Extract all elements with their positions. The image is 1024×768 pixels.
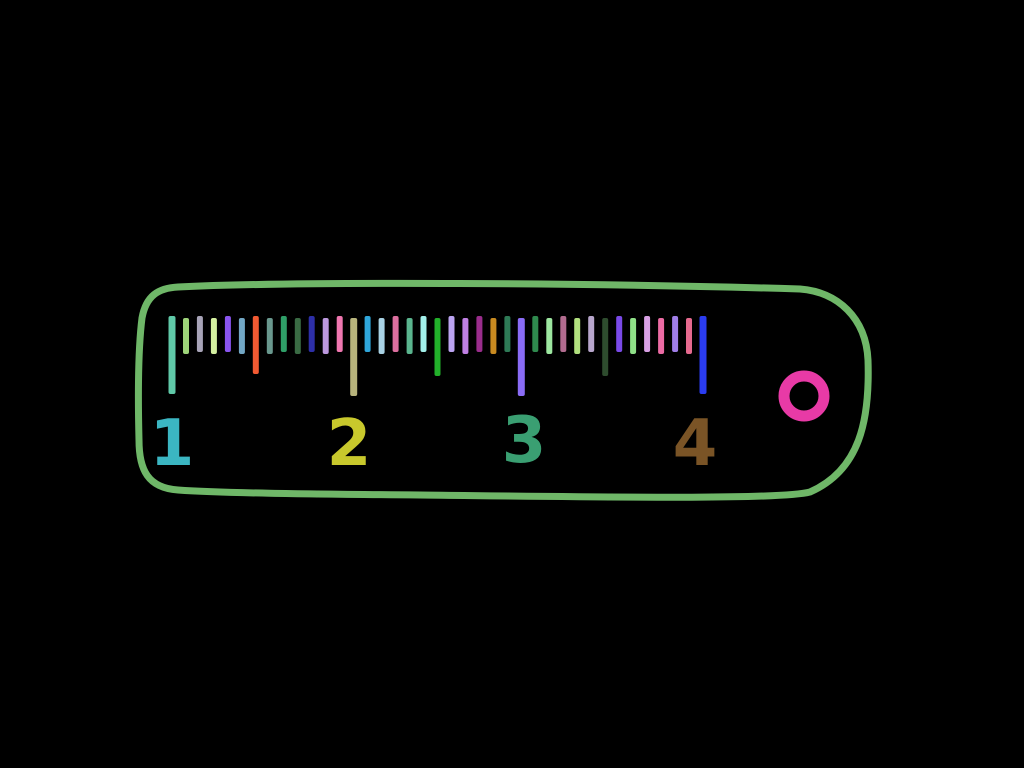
ruler-tick-minor bbox=[210, 318, 217, 354]
ruler-tick-minor bbox=[280, 316, 287, 352]
ruler-tick-minor bbox=[574, 318, 581, 354]
ruler-tick-major bbox=[168, 316, 176, 394]
ruler-tick-minor bbox=[364, 316, 371, 352]
ruler-number-3: 3 bbox=[502, 404, 547, 478]
ruler-tick-minor bbox=[630, 318, 637, 354]
ruler-tick-minor bbox=[336, 316, 343, 352]
ruler: 1 2 3 4 bbox=[134, 279, 872, 501]
ruler-tick-major bbox=[699, 316, 707, 394]
ruler-number-2: 2 bbox=[327, 407, 372, 481]
ruler-tick-minor bbox=[588, 316, 595, 352]
ruler-tick-major bbox=[517, 318, 525, 396]
ruler-tick-minor bbox=[238, 318, 245, 354]
ruler-tick-minor bbox=[322, 318, 329, 354]
ruler-tick-minor bbox=[686, 318, 692, 354]
ruler-tick-minor bbox=[490, 318, 497, 354]
ruler-tick-half bbox=[252, 316, 259, 374]
ruler-ticks bbox=[168, 316, 707, 396]
ruler-tick-half bbox=[434, 318, 441, 376]
ruler-tick-minor bbox=[224, 316, 231, 352]
ruler-tick-minor bbox=[378, 318, 385, 354]
ruler-tick-half bbox=[602, 318, 609, 376]
ruler-tick-minor bbox=[308, 316, 315, 352]
ruler-tick-minor bbox=[616, 316, 623, 352]
ruler-tick-minor bbox=[266, 318, 273, 354]
ruler-tick-minor bbox=[294, 318, 301, 354]
ruler-tick-minor bbox=[392, 316, 399, 352]
ruler-tick-minor bbox=[476, 316, 483, 352]
ruler-tick-minor bbox=[658, 318, 665, 354]
ruler-tick-minor bbox=[546, 318, 553, 354]
ruler-numbers: 1 2 3 4 bbox=[150, 404, 718, 481]
ruler-tick-minor bbox=[560, 316, 567, 352]
ruler-outline bbox=[134, 279, 872, 501]
ruler-tick-minor bbox=[644, 316, 651, 352]
ruler-number-4: 4 bbox=[673, 407, 718, 481]
ruler-tick-minor bbox=[462, 318, 469, 354]
ruler-tick-minor bbox=[420, 316, 427, 352]
ruler-tick-minor bbox=[504, 316, 511, 352]
ruler-tick-minor bbox=[672, 316, 679, 352]
ruler-tick-minor bbox=[532, 316, 539, 352]
ruler-tick-minor bbox=[196, 316, 203, 352]
ruler-tick-minor bbox=[406, 318, 413, 354]
hanging-hole bbox=[778, 370, 830, 422]
ruler-tick-minor bbox=[183, 318, 189, 354]
ruler-tick-minor bbox=[448, 316, 455, 352]
ruler-tick-major bbox=[350, 318, 358, 396]
ruler-number-1: 1 bbox=[150, 407, 195, 481]
